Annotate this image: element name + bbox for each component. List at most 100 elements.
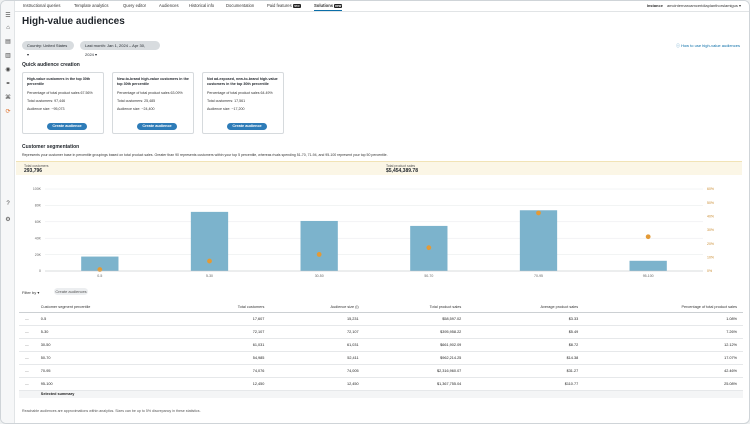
data-point bbox=[426, 245, 432, 251]
x-tick-label: 5-30 bbox=[206, 274, 213, 278]
filter-by-dropdown[interactable]: Filter by ▾ bbox=[22, 290, 40, 295]
card-sales-share: Percentage of total product sales 64.49% bbox=[207, 91, 273, 95]
date-filter-label: Last month: Jan 1, 2024 – Apr 30, 2024 bbox=[85, 43, 146, 57]
x-tick-label: 50-70 bbox=[424, 274, 433, 278]
tab-query-editor[interactable]: Query editor bbox=[123, 3, 147, 8]
cell-total-sales: $1,367,755.04 bbox=[364, 377, 468, 391]
data-point bbox=[536, 210, 541, 216]
table-row[interactable]: — 5-30 72,107 72,107 $395,958.22 $5.49 7… bbox=[19, 325, 743, 339]
row-checkbox[interactable]: — bbox=[19, 312, 35, 326]
totals-bar: Total customers 293,796 Total product sa… bbox=[16, 161, 742, 175]
home-icon[interactable]: ⌂ bbox=[6, 25, 10, 31]
cell-total-customers: 12,450 bbox=[179, 377, 271, 391]
cell-segment: 0-5 bbox=[34, 312, 180, 326]
solutions-icon[interactable]: ⟳ bbox=[5, 109, 11, 115]
data-point bbox=[645, 234, 651, 240]
settings-icon[interactable]: ⚙ bbox=[5, 217, 11, 223]
country-filter[interactable]: Country: United States ▾ bbox=[22, 41, 74, 57]
summary-cell bbox=[270, 390, 365, 398]
table-icon[interactable]: ▤ bbox=[5, 39, 11, 45]
cell-average-sales: $3.33 bbox=[467, 312, 585, 326]
cell-percentage: 25.08% bbox=[584, 377, 743, 391]
cell-total-customers: 17,607 bbox=[179, 312, 271, 326]
summary-cell bbox=[584, 390, 743, 398]
table-row[interactable]: — 0-5 17,607 15,231 $58,597.02 $3.33 1.0… bbox=[19, 312, 743, 326]
segmentation-description: Represents your customer base in percent… bbox=[22, 153, 388, 157]
total-customers-label: Total customers bbox=[24, 164, 49, 168]
card-sales-share: Percentage of total product sales 67.56% bbox=[27, 91, 93, 95]
total-customers: Total customers 293,796 bbox=[24, 164, 49, 174]
card-total-customers: Total customers: 97,446 bbox=[27, 99, 66, 103]
summary-spacer bbox=[19, 390, 35, 398]
new-badge: new bbox=[334, 3, 343, 8]
instance-selector[interactable]: Instance amcinternaroamceridiaplanthorsla… bbox=[646, 3, 741, 8]
page-title: High-value audiences bbox=[22, 16, 125, 27]
tab-paid-features[interactable]: Paid features new bbox=[267, 3, 301, 8]
create-audience-button[interactable]: Create audience bbox=[47, 123, 87, 130]
row-checkbox[interactable]: — bbox=[19, 325, 35, 339]
table-row[interactable]: — 50-70 54,985 52,411 $962,214.25 $14.38… bbox=[19, 351, 743, 365]
col-header-percentage[interactable]: Percentage of total product sales bbox=[584, 303, 743, 313]
cell-total-sales: $661,902.09 bbox=[364, 338, 468, 352]
cell-total-customers: 54,985 bbox=[179, 351, 271, 365]
tab-audiences[interactable]: Audiences bbox=[159, 3, 179, 8]
row-checkbox[interactable]: — bbox=[19, 338, 35, 352]
card-audience-size: Audience size: ~95,073 bbox=[27, 107, 65, 111]
row-checkbox[interactable]: — bbox=[19, 377, 35, 391]
data-point bbox=[316, 252, 322, 257]
col-header-total-customers[interactable]: Total customers bbox=[179, 303, 271, 313]
table-row[interactable]: — 30-50 61,031 61,031 $661,902.09 $8.72 … bbox=[19, 338, 743, 352]
audience-card: New-to-brand high-value customers in the… bbox=[112, 72, 194, 134]
bar bbox=[629, 260, 667, 271]
row-checkbox[interactable]: — bbox=[19, 364, 35, 378]
cell-segment: 95-100 bbox=[34, 377, 180, 391]
select-all-checkbox[interactable] bbox=[19, 303, 35, 313]
col-header-segment[interactable]: Customer segment percentile bbox=[34, 303, 180, 313]
bar bbox=[519, 210, 558, 271]
cell-total-sales: $395,958.22 bbox=[364, 325, 468, 339]
y-tick-label: 0 bbox=[39, 269, 41, 273]
x-tick-label: 0-5 bbox=[97, 274, 102, 278]
summary-label: Selected summary bbox=[34, 390, 180, 398]
tab-documentation[interactable]: Documentation bbox=[226, 3, 255, 8]
x-tick-label: 95-100 bbox=[643, 274, 654, 278]
y-tick-label: 20K bbox=[35, 253, 42, 257]
howto-link[interactable]: ⓘ How to use high-value audiences bbox=[675, 43, 740, 48]
tab-template-analytics[interactable]: Template analytics bbox=[74, 3, 109, 8]
link-icon[interactable]: ⚭ bbox=[5, 81, 11, 87]
create-audience-button[interactable]: Create audience bbox=[137, 123, 177, 130]
row-checkbox[interactable]: — bbox=[19, 351, 35, 365]
data-point bbox=[207, 258, 212, 264]
cell-audience-size: 61,031 bbox=[270, 338, 365, 352]
col-header-average-sales[interactable]: Average product sales bbox=[467, 303, 585, 313]
tab-solutions-label: Solutions bbox=[314, 3, 334, 8]
col-header-audience-size[interactable]: Audience size (i) bbox=[270, 303, 365, 313]
audience-icon[interactable]: ◉ bbox=[5, 67, 11, 73]
tab-solutions[interactable]: Solutions new bbox=[314, 3, 343, 11]
code-icon[interactable]: ⌘ bbox=[5, 95, 11, 101]
segmentation-heading: Customer segmentation bbox=[22, 144, 80, 150]
create-audiences-button[interactable]: Create audiences bbox=[54, 288, 88, 295]
cell-average-sales: $8.72 bbox=[467, 338, 585, 352]
tab-instructional-queries[interactable]: Instructional queries bbox=[23, 3, 61, 8]
cell-percentage: 1.08% bbox=[584, 312, 743, 326]
table-row[interactable]: — 95-100 12,450 12,450 $1,367,755.04 $11… bbox=[19, 377, 743, 391]
total-sales-label: Total product sales bbox=[386, 164, 416, 168]
new-badge: new bbox=[292, 3, 301, 8]
summary-cell bbox=[179, 390, 271, 398]
table-footnote: Reachable audiences are approximations w… bbox=[22, 409, 201, 413]
tab-paid-features-label: Paid features bbox=[267, 3, 292, 8]
table-row[interactable]: — 70-95 74,076 74,005 $2,316,960.07 $31.… bbox=[19, 364, 743, 378]
chart-icon[interactable]: ▥ bbox=[5, 53, 11, 59]
cell-total-customers: 72,107 bbox=[179, 325, 271, 339]
summary-row: Selected summary bbox=[19, 390, 743, 398]
left-rail: ☰ ⌂ ▤ ▥ ◉ ⚭ ⌘ ⟳ ? ⚙ bbox=[1, 1, 15, 423]
tab-historical-info[interactable]: Historical info bbox=[189, 3, 215, 8]
menu-icon[interactable]: ☰ bbox=[5, 13, 11, 19]
date-filter[interactable]: Last month: Jan 1, 2024 – Apr 30, 2024 ▾ bbox=[80, 41, 160, 57]
help-icon[interactable]: ? bbox=[6, 201, 10, 207]
create-audience-button[interactable]: Create audience bbox=[227, 123, 267, 130]
cell-total-sales: $58,597.02 bbox=[364, 312, 468, 326]
col-header-total-sales[interactable]: Total product sales bbox=[364, 303, 468, 313]
table-header-row: Customer segment percentile Total custom… bbox=[19, 303, 743, 313]
